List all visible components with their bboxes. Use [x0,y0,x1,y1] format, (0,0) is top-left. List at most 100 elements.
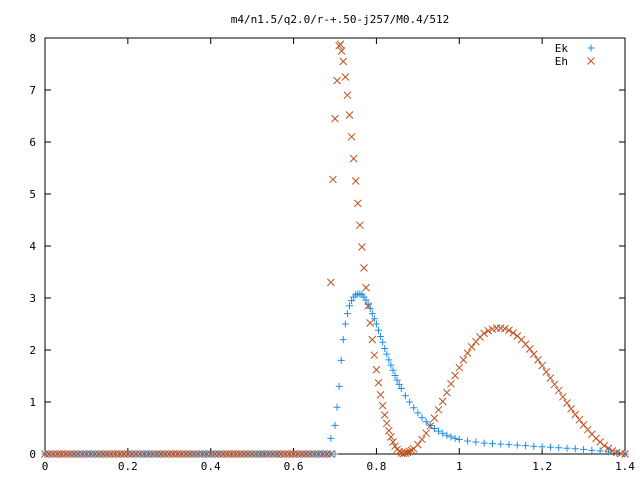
data-point [451,434,459,442]
data-point [331,450,339,458]
data-point [379,338,387,346]
data-point [455,435,463,443]
data-point [339,57,348,66]
data-point [525,345,534,353]
data-point [596,447,604,455]
legend-marker-ek [587,44,595,52]
series-layer [41,40,629,458]
data-point [567,404,575,413]
data-point [501,324,509,333]
data-point [488,440,496,448]
data-point [336,40,345,49]
series-ek [41,290,629,458]
data-point [464,437,472,445]
legend-label-ek: Ek [555,42,569,55]
x-tick-label: 1 [456,460,463,473]
y-tick-label: 8 [29,32,36,45]
data-point [348,297,356,305]
data-point [447,433,455,441]
data-point [555,444,563,452]
data-point [422,418,430,426]
data-point [364,301,372,310]
data-point [406,398,414,406]
data-point [604,444,613,453]
data-point [443,388,451,397]
data-point [327,278,335,287]
data-point [356,221,364,230]
data-point [382,419,391,428]
data-point [513,441,521,449]
y-tick-label: 0 [29,448,36,461]
data-point [387,361,395,369]
data-point [534,356,542,364]
x-tick-label: 0.4 [201,460,221,473]
data-point [571,445,579,453]
data-point [505,326,513,335]
data-point [505,441,513,449]
data-point [447,379,455,388]
data-point [376,390,385,399]
data-point [387,432,395,441]
data-point [530,442,538,450]
data-point [349,154,358,163]
data-point [395,380,403,388]
data-point [380,411,389,419]
x-tick-label: 0.8 [366,460,386,473]
data-point [362,283,370,292]
data-point [414,409,422,417]
data-point [393,376,401,384]
data-point [351,177,360,185]
data-point [463,349,472,357]
data-point [370,351,379,360]
data-point [405,447,414,456]
y-tick-label: 3 [29,292,36,305]
data-point [559,392,567,401]
data-point [377,332,385,340]
data-point [608,447,617,455]
data-point [410,404,418,412]
data-point [571,410,580,419]
data-point [401,392,409,400]
y-tick-label: 6 [29,136,36,149]
data-point [480,329,488,338]
y-tick-label: 1 [29,396,36,409]
data-point [434,405,443,414]
data-point [522,442,530,450]
data-point [401,449,410,457]
data-point [530,350,538,359]
data-point [374,378,383,387]
data-point [422,429,430,438]
data-point [381,344,389,352]
data-point [621,450,629,458]
data-point [563,444,571,452]
y-tick-label: 4 [29,240,36,253]
data-point [333,403,341,411]
data-point [563,399,571,407]
axis-ticks: 0 0.2 0.4 0.6 0.8 1 1.2 1.4 0 1 2 3 4 5 6 7 8 [29,32,635,473]
data-point [403,448,412,457]
data-point [333,76,341,85]
data-point [497,440,505,448]
data-point [370,315,378,323]
data-point [331,421,339,429]
plot-frame [44,37,626,455]
data-point [389,438,397,446]
data-point [339,336,347,344]
data-point [418,414,426,422]
data-point [430,425,438,433]
data-point [368,335,377,344]
data-point [600,441,609,450]
data-point [337,356,345,364]
data-point [331,114,339,123]
data-point [435,427,443,435]
data-point [358,243,366,251]
data-point [375,326,382,334]
data-point [451,371,459,380]
data-point [554,386,563,395]
data-point [472,438,480,446]
chart-title: m4/n1.5/q2.0/r-+.50-j257/M0.4/512 [231,13,450,26]
data-point [385,426,393,435]
data-point [455,363,464,372]
data-point [588,446,596,454]
